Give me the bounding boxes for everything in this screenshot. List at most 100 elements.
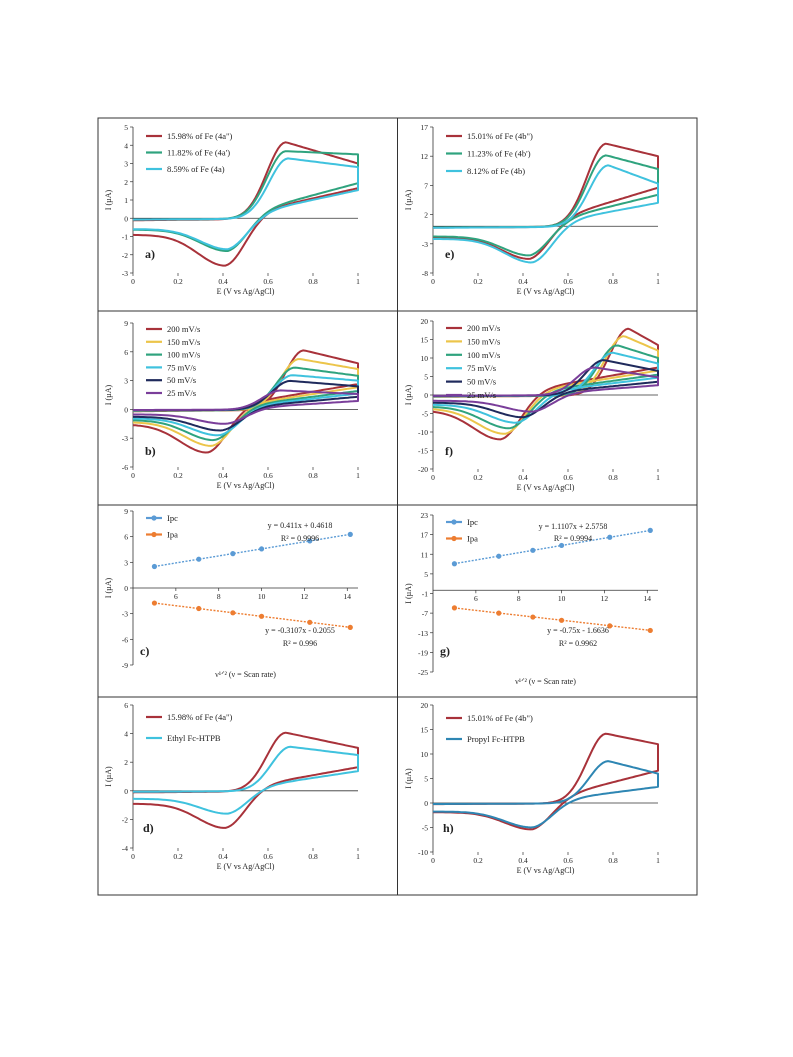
y-tick-label: -3 (422, 240, 428, 249)
data-point-ipc (307, 538, 313, 544)
x-tick-label: 0.4 (218, 852, 228, 861)
chart-panel-e: -8 -3 2 7 12 17 0 0.2 0.4 0.6 0.8 1 E (V vs Ag/AgCl)… (404, 123, 660, 296)
legend-label: 200 mV/s (167, 324, 200, 334)
chart-panel-c: -9 -6 -3 0 3 6 9 6 8 10 12 14 ν¹ᐟ² (ν = Scan rate) I … (104, 507, 358, 679)
x-tick-label: 0.6 (263, 277, 273, 286)
data-point-ipa (151, 600, 158, 606)
y-tick-label: -10 (418, 848, 428, 857)
chart-panel-b: -6 -3 0 3 6 9 0 0.2 0.4 0.6 0.8 1 E (V vs Ag/AgCl) I … (104, 319, 360, 490)
legend-label: 100 mV/s (167, 350, 200, 360)
y-tick-label: 0 (424, 799, 428, 808)
y-tick-label: 0 (124, 214, 128, 223)
y-tick-label: 9 (124, 319, 128, 328)
y-tick-label: 5 (124, 123, 128, 132)
data-point-ipc (451, 561, 458, 567)
y-tick-label: 15 (421, 726, 429, 735)
x-tick-label: 0.2 (173, 852, 183, 861)
fit-line-ipc (454, 529, 651, 565)
y-tick-label: 11 (421, 550, 428, 559)
panel-label-b: b) (145, 444, 156, 458)
x-tick-label: 10 (558, 594, 566, 603)
y-tick-label: -1 (122, 233, 128, 242)
x-tick-label: 0.6 (563, 473, 573, 482)
y-tick-label: 6 (124, 701, 128, 710)
x-tick-label: 1 (356, 277, 360, 286)
legend-label: Ipa (167, 530, 178, 540)
y-tick-label: 23 (421, 511, 429, 520)
x-tick-label: 1 (356, 471, 360, 480)
y-tick-label: -3 (122, 269, 128, 278)
panel-label-c: c) (140, 644, 149, 658)
fit-equation: y = 1.1107x + 2.5758 (539, 522, 608, 531)
data-point-ipc (347, 531, 353, 537)
data-point-ipc (196, 556, 202, 562)
legend-label: Ipa (467, 534, 478, 544)
x-tick-label: 8 (217, 592, 221, 601)
y-tick-label: -13 (418, 629, 428, 638)
x-tick-label: 0.4 (518, 856, 528, 865)
x-axis-label: E (V vs Ag/AgCl) (517, 866, 575, 875)
panel-label-h: h) (443, 821, 454, 835)
x-tick-label: 10 (258, 592, 266, 601)
y-tick-label: 9 (124, 507, 128, 516)
x-tick-label: 8 (517, 594, 521, 603)
data-point-ipa (530, 614, 536, 620)
data-point-ipc (558, 542, 565, 549)
legend-marker (151, 515, 157, 521)
y-axis-label: I (µA) (104, 384, 113, 405)
y-tick-label: -5 (422, 410, 428, 419)
y-tick-label: -15 (418, 447, 428, 456)
y-tick-label: -7 (422, 609, 428, 618)
x-tick-label: 0.4 (218, 471, 228, 480)
x-tick-label: 6 (474, 594, 478, 603)
y-tick-label: 5 (424, 570, 428, 579)
y-tick-label: -6 (122, 463, 128, 472)
legend-label: 50 mV/s (467, 377, 496, 387)
data-point-ipa (558, 617, 565, 623)
data-point-ipa (196, 605, 202, 612)
x-tick-label: 6 (174, 592, 178, 601)
x-tick-label: 1 (356, 852, 360, 861)
legend-label: 15.01% of Fe (4b") (467, 131, 533, 141)
y-tick-label: 2 (124, 178, 128, 187)
y-tick-label: -20 (418, 465, 428, 474)
y-tick-label: -2 (122, 251, 128, 260)
x-tick-label: 0.6 (563, 277, 573, 286)
x-tick-label: 0.4 (518, 277, 528, 286)
data-point-ipc (230, 551, 236, 557)
x-tick-label: 14 (344, 592, 352, 601)
x-tick-label: 0 (431, 856, 435, 865)
data-point-ipa (647, 627, 653, 634)
x-tick-label: 0 (131, 277, 135, 286)
x-tick-label: 0.2 (473, 277, 483, 286)
x-tick-label: 0.2 (173, 277, 183, 286)
x-tick-label: 1 (656, 277, 660, 286)
x-tick-label: 0.2 (473, 856, 483, 865)
chart-panel-g: -25 -19 -13 -7 -1 5 11 17 23 6 8 10 12 14 ν¹ᐟ² (ν = Sc… (404, 511, 658, 686)
y-tick-label: 15 (421, 336, 429, 345)
x-tick-label: 1 (656, 473, 660, 482)
y-tick-label: 6 (124, 533, 128, 542)
fit-r-squared: R² = 0.9962 (559, 639, 597, 648)
legend-label: 25 mV/s (467, 390, 496, 400)
y-tick-label: 4 (124, 730, 128, 739)
x-tick-label: 0.2 (473, 473, 483, 482)
fit-r-squared: R² = 0.9994 (554, 534, 592, 543)
x-tick-label: 12 (301, 592, 309, 601)
y-tick-label: 6 (124, 348, 128, 357)
legend-marker (451, 519, 457, 525)
y-axis-label: I (µA) (404, 384, 413, 405)
y-tick-label: -5 (422, 824, 428, 833)
y-tick-label: -2 (122, 815, 128, 824)
y-axis-label: I (µA) (404, 768, 413, 789)
y-tick-label: 20 (421, 317, 429, 326)
cv-curve-2 (132, 745, 359, 815)
cv-curve-3 (132, 157, 359, 251)
y-tick-label: 10 (421, 354, 429, 363)
data-point-ipa (451, 605, 458, 611)
y-axis-label: I (µA) (404, 189, 413, 210)
panel-label-e: e) (445, 247, 454, 261)
y-tick-label: -19 (418, 648, 428, 657)
x-tick-label: 1 (656, 856, 660, 865)
data-point-ipc (496, 553, 502, 559)
